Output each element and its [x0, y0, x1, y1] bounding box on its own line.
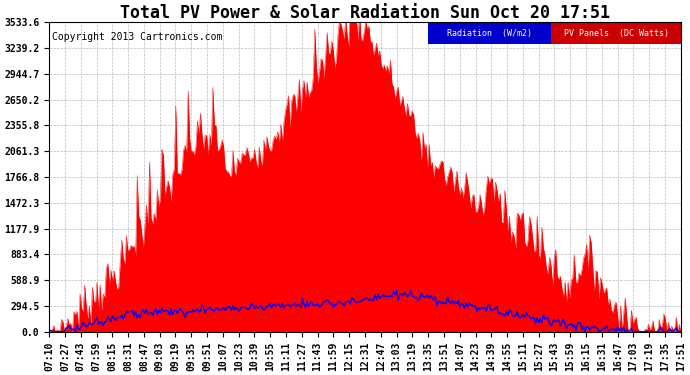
Text: Radiation  (W/m2): Radiation (W/m2) — [447, 28, 532, 38]
Title: Total PV Power & Solar Radiation Sun Oct 20 17:51: Total PV Power & Solar Radiation Sun Oct… — [120, 4, 610, 22]
Text: PV Panels  (DC Watts): PV Panels (DC Watts) — [564, 28, 669, 38]
FancyBboxPatch shape — [428, 22, 551, 44]
FancyBboxPatch shape — [551, 22, 681, 44]
Text: Copyright 2013 Cartronics.com: Copyright 2013 Cartronics.com — [52, 32, 223, 42]
